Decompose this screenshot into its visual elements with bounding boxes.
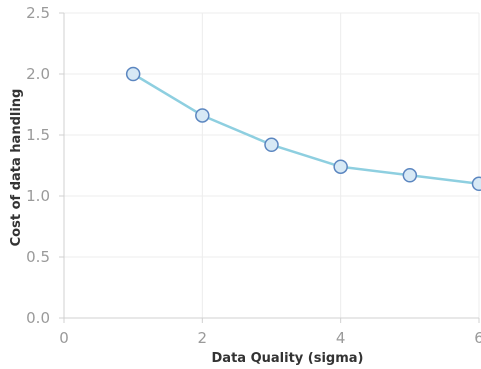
x-tick-label: 4 (336, 329, 346, 347)
data-point (333, 159, 348, 174)
data-point (402, 168, 418, 183)
x-axis-title: Data Quality (sigma) (212, 351, 364, 366)
grid (64, 12, 480, 318)
y-tick-label: 0.0 (26, 309, 50, 327)
y-axis-title: Cost of data handling (9, 89, 24, 247)
y-tick-label: 1.0 (26, 187, 50, 205)
tick-labels: 0.0 0.5 1.0 1.5 2.0 2.5 0 2 4 6 (26, 4, 481, 347)
y-tick-label: 2.5 (26, 4, 50, 22)
y-tick-label: 1.5 (26, 126, 50, 144)
data-point (471, 176, 481, 192)
y-tick-label: 0.5 (26, 248, 50, 266)
data-point (125, 66, 141, 82)
x-tick-label: 6 (474, 329, 481, 347)
axes (59, 12, 480, 323)
data-point (195, 108, 210, 123)
series-line (132, 72, 480, 186)
x-tick-label: 0 (59, 329, 69, 347)
y-tick-label: 2.0 (26, 65, 50, 83)
series (125, 66, 481, 192)
data-point (264, 137, 279, 153)
x-tick-label: 2 (198, 329, 208, 347)
